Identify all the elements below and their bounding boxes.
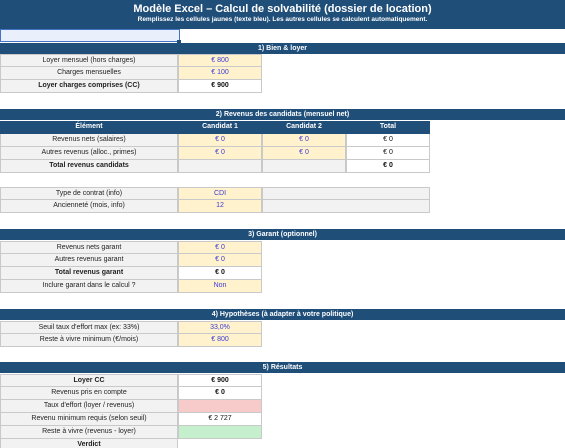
label-res-reste: Reste à vivre (revenus - loyer) <box>0 426 178 439</box>
input-garant-nets[interactable]: € 0 <box>178 241 262 254</box>
input-loyer[interactable]: € 800 <box>178 54 262 67</box>
sheet-title-banner: Modèle Excel – Calcul de solvabilité (do… <box>0 0 565 29</box>
row-charges: Charges mensuelles € 100 <box>0 67 262 80</box>
label-anciennete: Ancienneté (mois, info) <box>0 200 178 213</box>
input-garant-inclure[interactable]: Non <box>178 280 262 293</box>
col-header-element: Élément <box>0 121 178 134</box>
section-header-revenus: 2) Revenus des candidats (mensuel net) <box>0 109 565 120</box>
label-contrat: Type de contrat (info) <box>0 187 178 200</box>
row-anciennete: Ancienneté (mois, info) 12 <box>0 200 430 213</box>
value-autres-total: € 0 <box>346 147 430 160</box>
input-garant-autres[interactable]: € 0 <box>178 254 262 267</box>
row-res-verdict: Verdict <box>0 439 178 448</box>
col-header-total: Total <box>346 121 430 134</box>
label-autres-revenus: Autres revenus (alloc., primes) <box>0 147 178 160</box>
col-header-candidat-1: Candidat 1 <box>178 121 262 134</box>
row-res-loyer: Loyer CC € 900 <box>0 374 262 387</box>
section-header-garant: 3) Garant (optionnel) <box>0 229 565 240</box>
input-nets-c1[interactable]: € 0 <box>178 134 262 147</box>
row-cc: Loyer charges comprises (CC) € 900 <box>0 80 262 93</box>
row-garant-inclure: Inclure garant dans le calcul ? Non <box>0 280 262 293</box>
empty-total-c2 <box>262 160 346 173</box>
label-res-loyer: Loyer CC <box>0 374 178 387</box>
input-autres-c1[interactable]: € 0 <box>178 147 262 160</box>
label-res-min: Revenu minimum requis (selon seuil) <box>0 413 178 426</box>
row-reste-min: Reste à vivre minimum (€/mois) € 800 <box>0 334 262 347</box>
label-loyer: Loyer mensuel (hors charges) <box>0 54 178 67</box>
input-anciennete-c2[interactable] <box>262 200 430 213</box>
empty-total-c1 <box>178 160 262 173</box>
row-seuil: Seuil taux d'effort max (ex: 33%) 33,0% <box>0 321 262 334</box>
label-garant-total: Total revenus garant <box>0 267 178 280</box>
fill-handle[interactable] <box>177 40 181 44</box>
label-res-revenus: Revenus pris en compte <box>0 387 178 400</box>
row-loyer: Loyer mensuel (hors charges) € 800 <box>0 54 262 67</box>
selected-cell[interactable] <box>0 29 180 42</box>
revenus-header-row: Élément Candidat 1 Candidat 2 Total <box>0 121 430 134</box>
label-revenus-nets: Revenus nets (salaires) <box>0 134 178 147</box>
sheet-subtitle: Remplissez les cellules jaunes (texte bl… <box>137 16 428 23</box>
row-res-reste: Reste à vivre (revenus - loyer) <box>0 426 262 439</box>
label-garant-inclure: Inclure garant dans le calcul ? <box>0 280 178 293</box>
label-res-verdict: Verdict <box>0 439 178 448</box>
label-charges: Charges mensuelles <box>0 67 178 80</box>
label-cc: Loyer charges comprises (CC) <box>0 80 178 93</box>
section-header-resultats: 5) Résultats <box>0 362 565 373</box>
value-res-reste <box>178 426 262 439</box>
row-contrat: Type de contrat (info) CDI <box>0 187 430 200</box>
input-contrat-c2[interactable] <box>262 187 430 200</box>
input-charges[interactable]: € 100 <box>178 67 262 80</box>
row-revenus-nets: Revenus nets (salaires) € 0 € 0 € 0 <box>0 134 430 147</box>
row-garant-autres: Autres revenus garant € 0 <box>0 254 262 267</box>
value-res-min: € 2 727 <box>178 413 262 426</box>
row-res-revenus: Revenus pris en compte € 0 <box>0 387 262 400</box>
row-autres-revenus: Autres revenus (alloc., primes) € 0 € 0 … <box>0 147 430 160</box>
input-autres-c2[interactable]: € 0 <box>262 147 346 160</box>
sheet-title: Modèle Excel – Calcul de solvabilité (do… <box>133 3 432 15</box>
section-header-bien: 1) Bien & loyer <box>0 43 565 54</box>
col-header-candidat-2: Candidat 2 <box>262 121 346 134</box>
input-anciennete-c1[interactable]: 12 <box>178 200 262 213</box>
value-res-taux <box>178 400 262 413</box>
input-seuil[interactable]: 33,0% <box>178 321 262 334</box>
value-res-loyer: € 900 <box>178 374 262 387</box>
value-total-revenus: € 0 <box>346 160 430 173</box>
label-seuil: Seuil taux d'effort max (ex: 33%) <box>0 321 178 334</box>
row-garant-total: Total revenus garant € 0 <box>0 267 262 280</box>
label-total-revenus: Total revenus candidats <box>0 160 178 173</box>
value-cc: € 900 <box>178 80 262 93</box>
row-total-revenus: Total revenus candidats € 0 <box>0 160 430 173</box>
value-nets-total: € 0 <box>346 134 430 147</box>
label-garant-nets: Revenus nets garant <box>0 241 178 254</box>
input-nets-c2[interactable]: € 0 <box>262 134 346 147</box>
label-res-taux: Taux d'effort (loyer / revenus) <box>0 400 178 413</box>
label-garant-autres: Autres revenus garant <box>0 254 178 267</box>
row-res-min: Revenu minimum requis (selon seuil) € 2 … <box>0 413 262 426</box>
section-header-hypotheses: 4) Hypothèses (à adapter à votre politiq… <box>0 309 565 320</box>
value-garant-total: € 0 <box>178 267 262 280</box>
label-reste-min: Reste à vivre minimum (€/mois) <box>0 334 178 347</box>
input-reste-min[interactable]: € 800 <box>178 334 262 347</box>
row-res-taux: Taux d'effort (loyer / revenus) <box>0 400 262 413</box>
row-garant-nets: Revenus nets garant € 0 <box>0 241 262 254</box>
value-res-revenus: € 0 <box>178 387 262 400</box>
input-contrat-c1[interactable]: CDI <box>178 187 262 200</box>
